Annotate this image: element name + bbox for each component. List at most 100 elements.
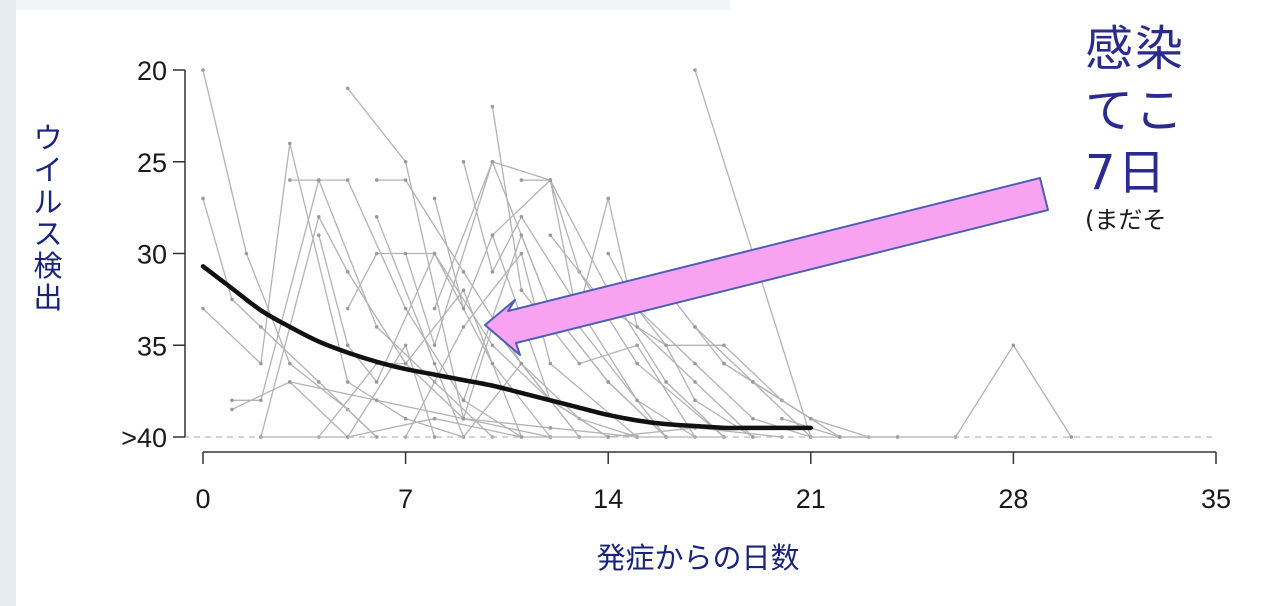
individual-series-point <box>345 306 350 311</box>
x-tick-label: 35 <box>1201 484 1231 514</box>
individual-series-point <box>288 178 292 182</box>
individual-series-point <box>1011 343 1016 348</box>
individual-series-point <box>664 380 668 384</box>
x-axis-title: 発症からの日数 <box>596 541 799 575</box>
individual-series-point <box>403 178 408 182</box>
x-axis: 0 7 14 21 28 35 <box>195 451 1231 514</box>
individual-series-point <box>374 398 379 403</box>
individual-series-point <box>461 159 466 164</box>
y-tick-label: 20 <box>137 56 167 86</box>
individual-series-point <box>519 178 524 182</box>
individual-series-point <box>548 361 553 366</box>
individual-series-line-27 <box>665 289 812 438</box>
individual-series-point <box>432 435 437 439</box>
individual-series-point <box>345 86 350 91</box>
individual-series-point <box>461 288 466 293</box>
individual-series-point <box>230 398 234 403</box>
individual-series-point <box>490 104 495 109</box>
individual-series-point <box>403 343 408 348</box>
individual-series-point <box>490 361 495 366</box>
individual-series-point <box>693 380 697 384</box>
annotation-note: (まだそ <box>1085 206 1167 234</box>
annotation-line-1: 感染 <box>1085 21 1186 77</box>
individual-series-point <box>519 288 524 293</box>
y-tick-label: 30 <box>137 240 167 270</box>
individual-series-point <box>345 270 350 274</box>
individual-series-point <box>490 343 495 348</box>
individual-series-point <box>403 159 408 164</box>
individual-series-point <box>548 233 553 237</box>
individual-series-line-30 <box>723 363 869 438</box>
individual-series-point <box>722 343 726 348</box>
individual-series-point <box>490 270 495 274</box>
individual-series-point <box>259 398 263 403</box>
individual-series-point <box>837 435 842 439</box>
individual-series-point <box>288 380 292 384</box>
slide-left-edge <box>0 0 16 606</box>
individual-series-point <box>432 361 437 366</box>
y-axis-title-char: イ <box>33 153 62 187</box>
y-axis-title-char: 検 <box>33 249 62 283</box>
individual-series-line-4 <box>231 178 493 438</box>
individual-series-point <box>316 178 321 182</box>
individual-series-point <box>316 215 321 219</box>
individual-series-point <box>374 251 379 256</box>
individual-series-point <box>664 343 668 348</box>
individual-series-point <box>432 306 437 311</box>
individual-series-point <box>432 416 437 421</box>
individual-series-line-8 <box>318 235 551 438</box>
individual-series-point <box>809 416 813 421</box>
individual-series-point <box>548 178 553 182</box>
individual-series-point <box>606 196 610 201</box>
x-tick-label: 21 <box>796 484 826 514</box>
individual-series-point <box>693 398 697 403</box>
individual-series-point <box>490 233 495 237</box>
individual-series-point <box>345 343 350 348</box>
individual-series-point <box>288 141 292 146</box>
individual-series-point <box>230 407 234 412</box>
individual-series-line-19 <box>462 233 667 438</box>
individual-series-point <box>201 306 205 311</box>
individual-series-point <box>345 380 350 384</box>
x-tick-label: 7 <box>398 484 413 514</box>
y-tick-label: 25 <box>137 148 167 178</box>
y-axis-title-char: ル <box>33 185 62 219</box>
individual-series-point <box>374 215 379 219</box>
individual-series-point <box>259 361 263 366</box>
individual-series-point <box>201 196 205 201</box>
individual-series-point <box>1069 435 1074 439</box>
individual-series-point <box>345 435 350 439</box>
individual-series-point <box>316 380 321 384</box>
individual-series-point <box>461 270 466 274</box>
individual-series-point <box>606 435 610 439</box>
x-tick-label: 28 <box>998 484 1028 514</box>
individual-series-point <box>490 159 495 164</box>
individual-series-point <box>374 178 379 182</box>
individual-series-point <box>374 325 379 329</box>
individual-series-point <box>519 233 524 237</box>
individual-series-point <box>606 251 610 256</box>
x-tick-label: 0 <box>195 484 210 514</box>
individual-series-point <box>230 297 234 302</box>
individual-series-point <box>461 398 466 403</box>
individual-series-point <box>461 306 466 311</box>
individual-series-point <box>635 343 639 348</box>
y-axis-title-char: ウ <box>33 121 62 155</box>
individual-series-point <box>780 416 784 421</box>
individual-series-point <box>432 196 437 201</box>
individual-series-point <box>577 361 582 366</box>
individual-series-point <box>693 361 697 366</box>
individual-series-point <box>374 380 379 384</box>
individual-series-point <box>345 178 350 182</box>
individual-series-point <box>635 325 639 329</box>
individual-series-point <box>244 251 249 256</box>
individual-series-point <box>432 343 437 348</box>
x-tick-label: 14 <box>593 484 623 514</box>
individual-series-point <box>432 251 437 256</box>
individual-series-line-2 <box>202 198 378 438</box>
individual-series-point <box>374 435 379 439</box>
individual-series-point <box>519 361 524 366</box>
individual-series-point <box>403 251 408 256</box>
